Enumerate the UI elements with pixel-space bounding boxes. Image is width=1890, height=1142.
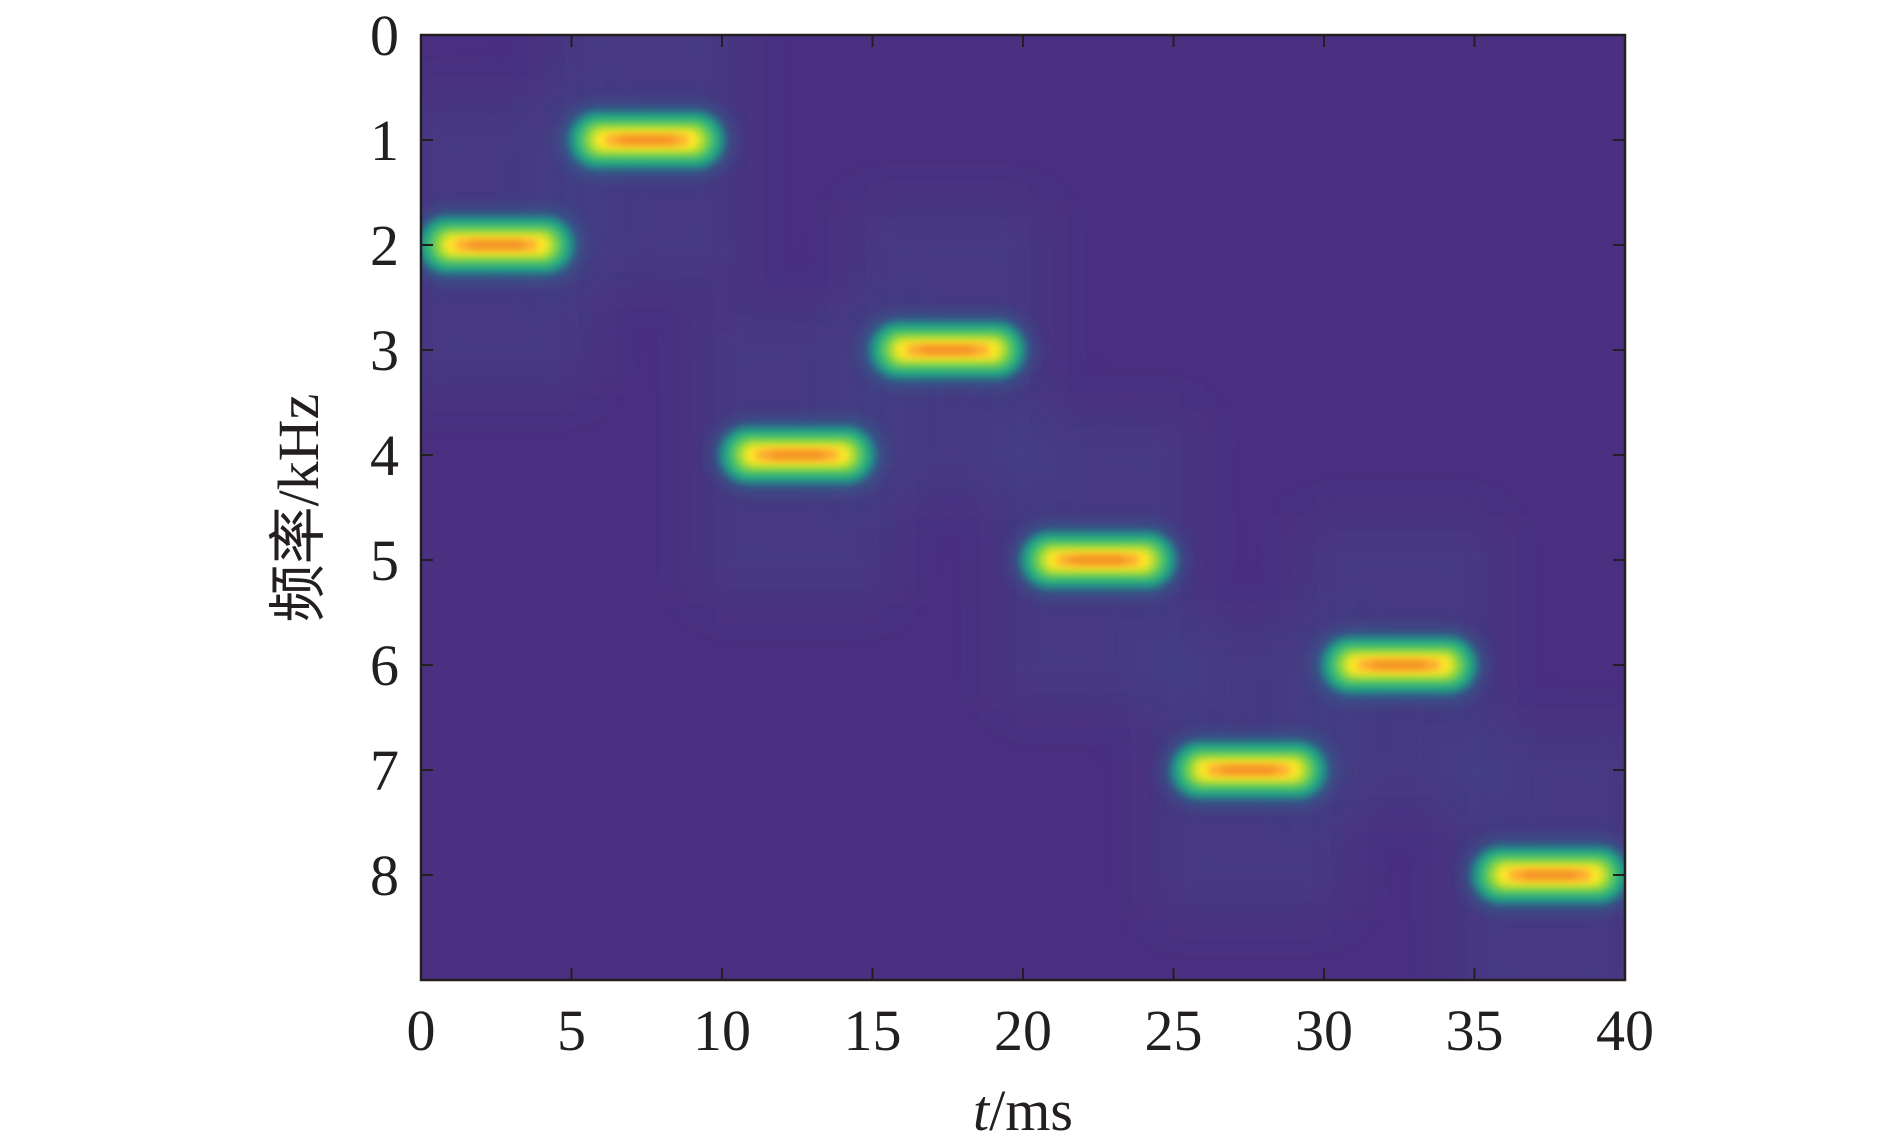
segment-layer xyxy=(1522,872,1577,878)
x-axis-ticks: 0 5 10 15 20 25 30 35 40 xyxy=(407,35,1654,1063)
frequency-segments xyxy=(421,105,1625,910)
y-tick-label: 0 xyxy=(370,3,399,68)
y-tick-label: 4 xyxy=(370,423,399,488)
x-axis-label-variable: t xyxy=(973,1078,991,1142)
segment-layer xyxy=(1071,557,1126,563)
segment-layer xyxy=(1221,767,1276,773)
x-axis-label-unit: /ms xyxy=(989,1078,1073,1142)
segment-1 xyxy=(421,210,582,280)
x-tick-label: 25 xyxy=(1145,998,1203,1063)
y-tick-label: 7 xyxy=(370,738,399,803)
segment-6 xyxy=(1163,735,1334,805)
segment-layer xyxy=(920,347,975,353)
y-tick-label: 5 xyxy=(370,528,399,593)
segment-7 xyxy=(1314,630,1485,700)
segment-layer xyxy=(1372,662,1427,668)
segment-3 xyxy=(712,420,883,490)
y-tick-label: 1 xyxy=(370,108,399,173)
segment-2 xyxy=(561,105,732,175)
y-tick-label: 8 xyxy=(370,843,399,908)
y-tick-label: 2 xyxy=(370,213,399,278)
y-tick-label: 3 xyxy=(370,318,399,383)
segment-8 xyxy=(1464,840,1625,910)
x-tick-label: 35 xyxy=(1446,998,1504,1063)
x-tick-label: 40 xyxy=(1596,998,1654,1063)
x-tick-label: 15 xyxy=(844,998,902,1063)
segment-layer xyxy=(619,137,674,143)
segment-5 xyxy=(1013,525,1184,595)
segment-layer xyxy=(770,452,825,458)
x-axis-label: t/ms xyxy=(973,1078,1073,1142)
y-axis-label: 频率/kHz xyxy=(266,394,331,623)
y-tick-label: 6 xyxy=(370,633,399,698)
segment-layer xyxy=(469,242,524,248)
x-tick-label: 0 xyxy=(407,998,436,1063)
x-tick-label: 5 xyxy=(557,998,586,1063)
segment-4 xyxy=(862,315,1033,385)
y-axis-ticks: 0 1 2 3 4 5 6 7 8 xyxy=(370,3,1625,908)
x-tick-label: 10 xyxy=(693,998,751,1063)
x-tick-label: 30 xyxy=(1295,998,1353,1063)
x-tick-label: 20 xyxy=(994,998,1052,1063)
